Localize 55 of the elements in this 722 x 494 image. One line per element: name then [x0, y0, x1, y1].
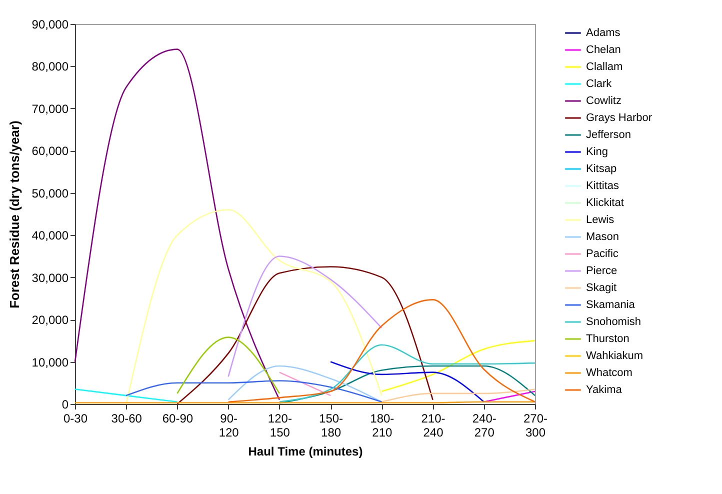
x-tick-label: 120-150	[268, 412, 292, 440]
line-series	[381, 340, 536, 392]
legend-label: Grays Harbor	[586, 112, 652, 124]
legend-label: Yakima	[586, 384, 623, 396]
y-axis-title: Forest Residue (dry tons/year)	[6, 120, 22, 308]
legend-label: Kittitas	[586, 180, 620, 192]
x-tick-label: 150-180	[319, 412, 344, 440]
legend-label: Clark	[586, 78, 612, 90]
x-axis-title: Haul Time (minutes)	[248, 444, 363, 458]
legend-label: Klickitat	[586, 197, 624, 209]
line-series	[278, 344, 536, 403]
line-series	[228, 299, 536, 403]
legend-label: Thurston	[586, 333, 630, 345]
x-tick-label: 0-30	[63, 412, 88, 426]
y-tick-label: 30,000	[32, 270, 69, 285]
legend-label: Pierce	[586, 265, 618, 277]
x-tick-label: 210-240	[421, 412, 446, 440]
legend-label: Adams	[586, 27, 621, 39]
x-tick-label: 90-120	[218, 412, 240, 440]
legend-label: Cowlitz	[586, 95, 622, 107]
line-series	[125, 380, 382, 403]
line-series	[74, 48, 280, 400]
legend-label: Kitsap	[586, 163, 617, 175]
x-tick-label: 180-210	[370, 412, 394, 440]
legend-label: Mason	[586, 231, 620, 243]
x-tick-label: 30-60	[111, 412, 142, 426]
line-series	[228, 256, 382, 378]
x-tick-label: 60-90	[162, 412, 194, 426]
x-tick-label: 240-270	[472, 412, 496, 440]
x-tick-label: 270-300	[523, 412, 548, 440]
legend-label: King	[586, 146, 608, 158]
y-tick-label: 40,000	[32, 228, 69, 243]
line-series	[176, 266, 434, 405]
line-series	[125, 209, 382, 405]
y-tick-label: 60,000	[32, 144, 69, 158]
legend-label: Whatcom	[586, 367, 632, 379]
legend-label: Skamania	[586, 299, 636, 311]
legend-label: Lewis	[586, 214, 615, 226]
y-tick-label: 20,000	[32, 313, 69, 328]
y-tick-label: 70,000	[32, 102, 69, 116]
legend-label: Snohomish	[586, 316, 642, 328]
legend-label: Wahkiakum	[586, 350, 644, 362]
y-tick-label: 90,000	[32, 18, 69, 32]
legend-label: Jefferson	[586, 129, 632, 141]
legend-label: Pacific	[586, 248, 619, 260]
legend-label: Skagit	[586, 282, 617, 294]
line-series	[330, 361, 485, 403]
line-series	[278, 365, 536, 404]
y-tick-label: 50,000	[32, 186, 69, 200]
y-tick-label: 0	[62, 398, 69, 412]
legend-label: Chelan	[586, 44, 621, 56]
line-series	[228, 365, 382, 403]
y-tick-label: 80,000	[32, 60, 69, 74]
y-tick-label: 10,000	[32, 355, 69, 370]
legend-label: Clallam	[586, 61, 623, 73]
